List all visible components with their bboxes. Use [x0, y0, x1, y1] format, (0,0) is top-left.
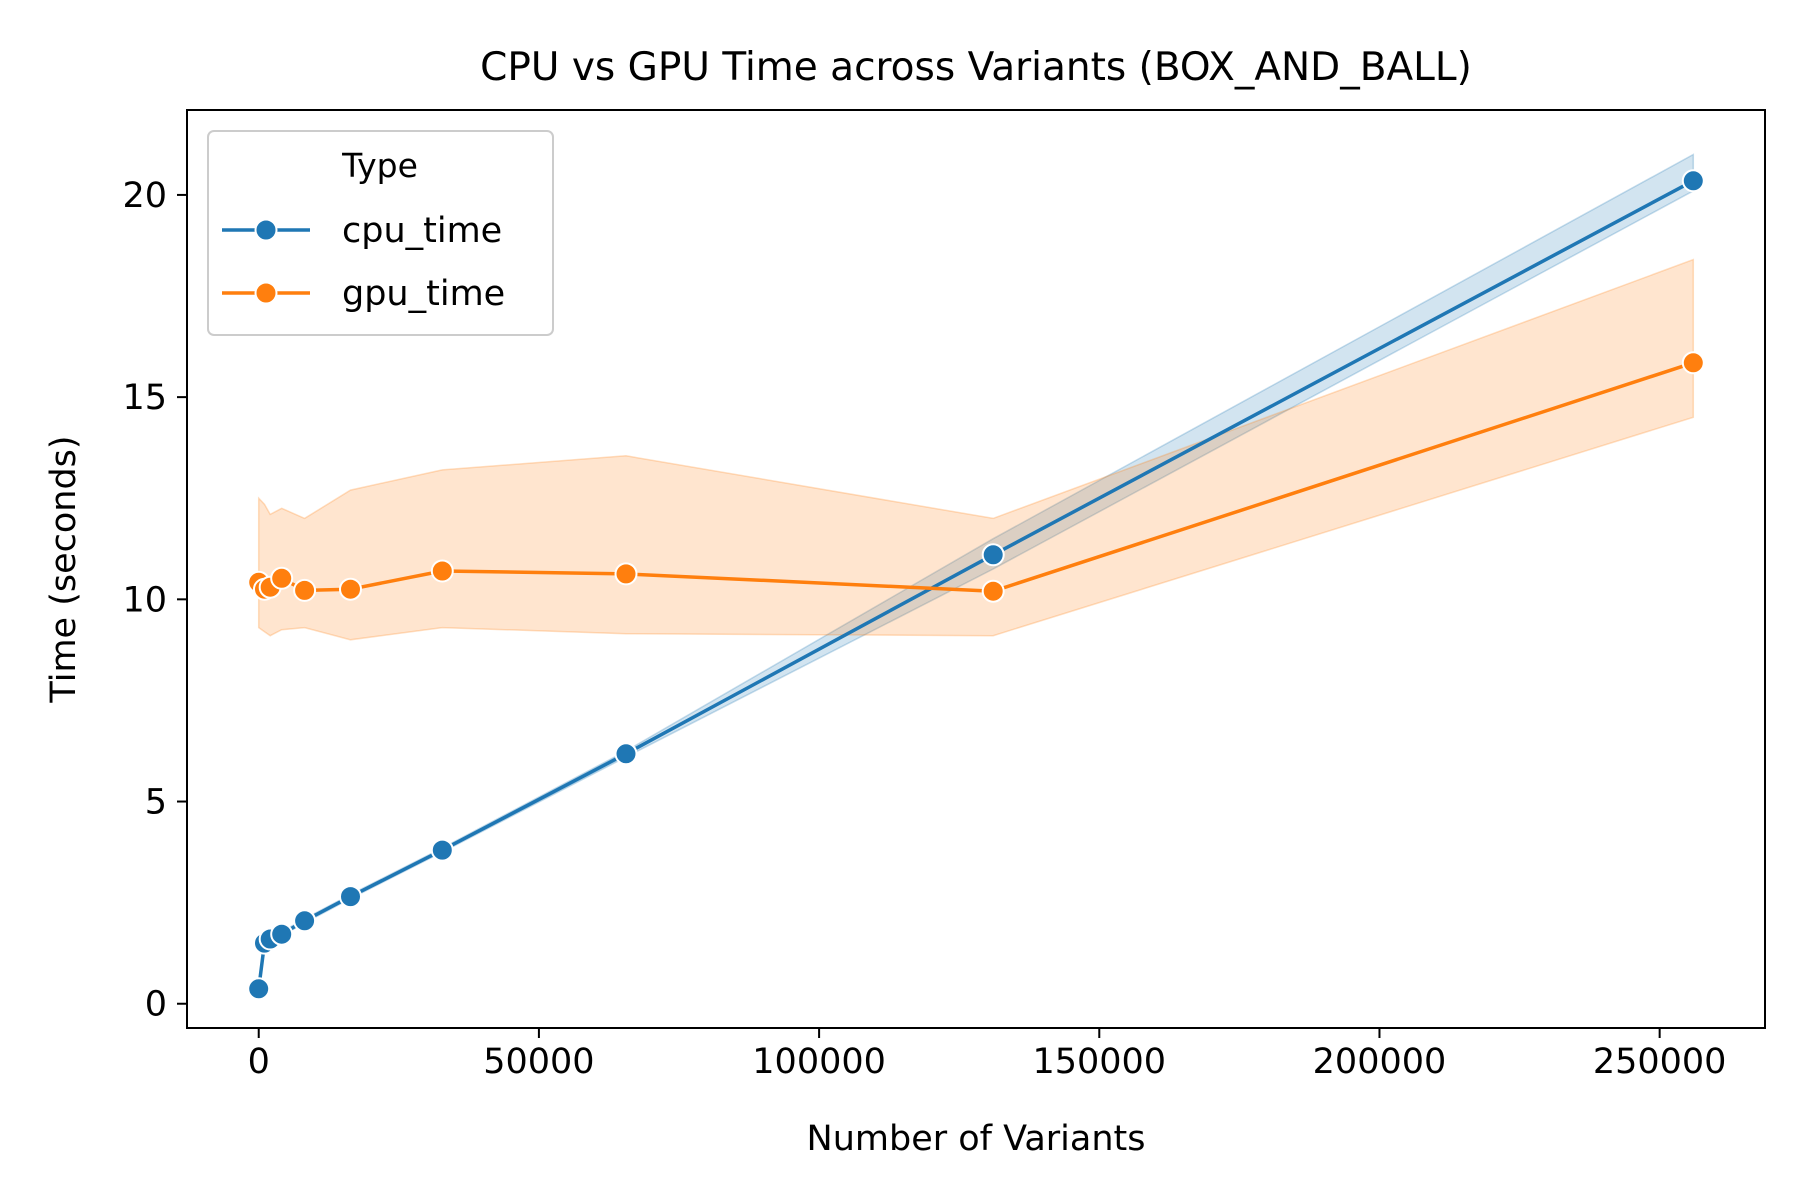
- y-tick-label: 10: [122, 580, 167, 620]
- gpu_time-point: [430, 559, 454, 583]
- cpu_time-point: [247, 977, 271, 1001]
- x-axis-label: Number of Variants: [807, 1119, 1146, 1159]
- series-points: [247, 169, 1705, 1001]
- y-tick-label: 15: [122, 378, 167, 418]
- gpu_time-point: [981, 579, 1005, 603]
- legend-box: [207, 130, 554, 336]
- cpu_time-point: [339, 885, 362, 909]
- plot-frame: [186, 109, 1766, 1029]
- cpu_time-point: [614, 742, 638, 766]
- gpu_time-point: [293, 578, 317, 602]
- x-axis: 0 50000 100000 150000 200000 250000: [248, 1028, 1727, 1082]
- y-tick-label: 5: [145, 783, 167, 823]
- cpu_time-point: [981, 543, 1005, 567]
- x-tick-label: 250000: [1593, 1042, 1727, 1082]
- gpu_time-point: [1681, 351, 1705, 375]
- cpu_time-point: [430, 838, 454, 862]
- cpu_time-legend-marker: [254, 218, 278, 242]
- gpu_time-point: [614, 562, 638, 586]
- cpu_time-point: [270, 922, 294, 946]
- x-tick-label: 0: [248, 1042, 270, 1082]
- x-tick-label: 50000: [483, 1042, 594, 1082]
- gpu_time-point: [270, 566, 294, 590]
- gpu_time-point: [339, 577, 362, 601]
- cpu_time-point: [1681, 169, 1705, 193]
- gpu_time-legend-marker: [254, 281, 278, 305]
- y-tick-label: 20: [122, 176, 167, 216]
- legend-items: cpu_time gpu_time: [222, 211, 505, 314]
- gpu_time-legend-label: gpu_time: [342, 274, 505, 314]
- gpu_time-ci-band: [257, 258, 1695, 641]
- cpu_time-legend-label: cpu_time: [342, 211, 502, 251]
- cpu_time-point: [293, 909, 317, 933]
- x-tick-label: 100000: [752, 1042, 886, 1082]
- x-tick-label: 150000: [1032, 1042, 1166, 1082]
- y-tick-label: 0: [145, 985, 167, 1025]
- y-axis-label: Time (seconds): [44, 435, 84, 703]
- x-tick-label: 200000: [1313, 1042, 1447, 1082]
- y-axis: 0 5 10 15 20: [122, 176, 187, 1025]
- chart-title: CPU vs GPU Time across Variants (BOX_AND…: [480, 45, 1472, 90]
- legend-title: Type: [341, 146, 418, 185]
- legend: Type cpu_time gpu_time: [207, 130, 554, 336]
